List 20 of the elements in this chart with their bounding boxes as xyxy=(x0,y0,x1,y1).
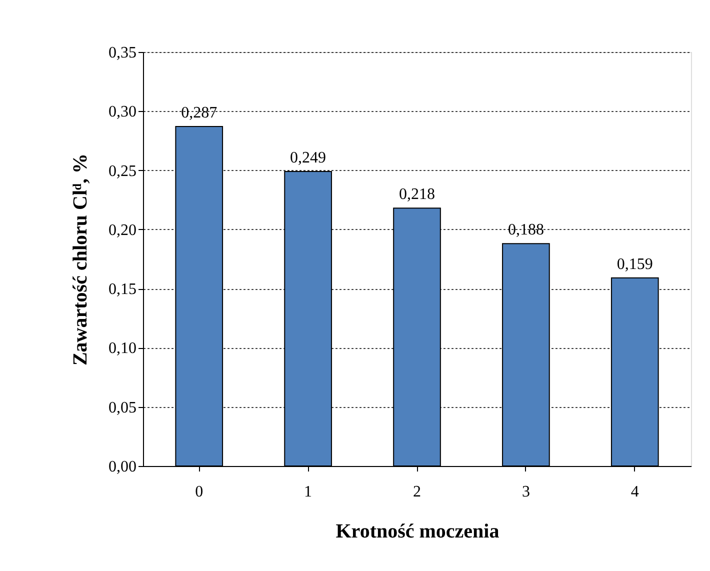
y-tick-label: 0,15 xyxy=(108,281,136,298)
y-tick-label: 0,20 xyxy=(108,222,136,239)
data-label: 0,218 xyxy=(399,186,435,204)
data-label: 0,249 xyxy=(290,149,326,166)
y-tick-label: 0,00 xyxy=(108,458,136,476)
data-label: 0,159 xyxy=(616,256,653,273)
y-tick-label: 0,30 xyxy=(108,104,136,121)
x-axis-title: Krotność moczenia xyxy=(336,520,500,542)
x-tick-label: 2 xyxy=(413,484,421,500)
x-tick-label: 3 xyxy=(522,484,530,500)
x-tick-label: 1 xyxy=(304,484,312,500)
x-tick-label: 4 xyxy=(630,484,639,500)
x-tick-label: 0 xyxy=(195,484,204,500)
y-axis-title: Zawartość chloru Clᵈ, % xyxy=(70,153,92,366)
y-tick-label: 0,35 xyxy=(108,44,136,62)
data-label: 0,287 xyxy=(181,104,218,122)
y-tick-label: 0,10 xyxy=(108,340,136,358)
data-label: 0,188 xyxy=(508,222,544,239)
y-tick-label: 0,25 xyxy=(108,162,136,180)
y-tick-label: 0,05 xyxy=(108,399,136,416)
